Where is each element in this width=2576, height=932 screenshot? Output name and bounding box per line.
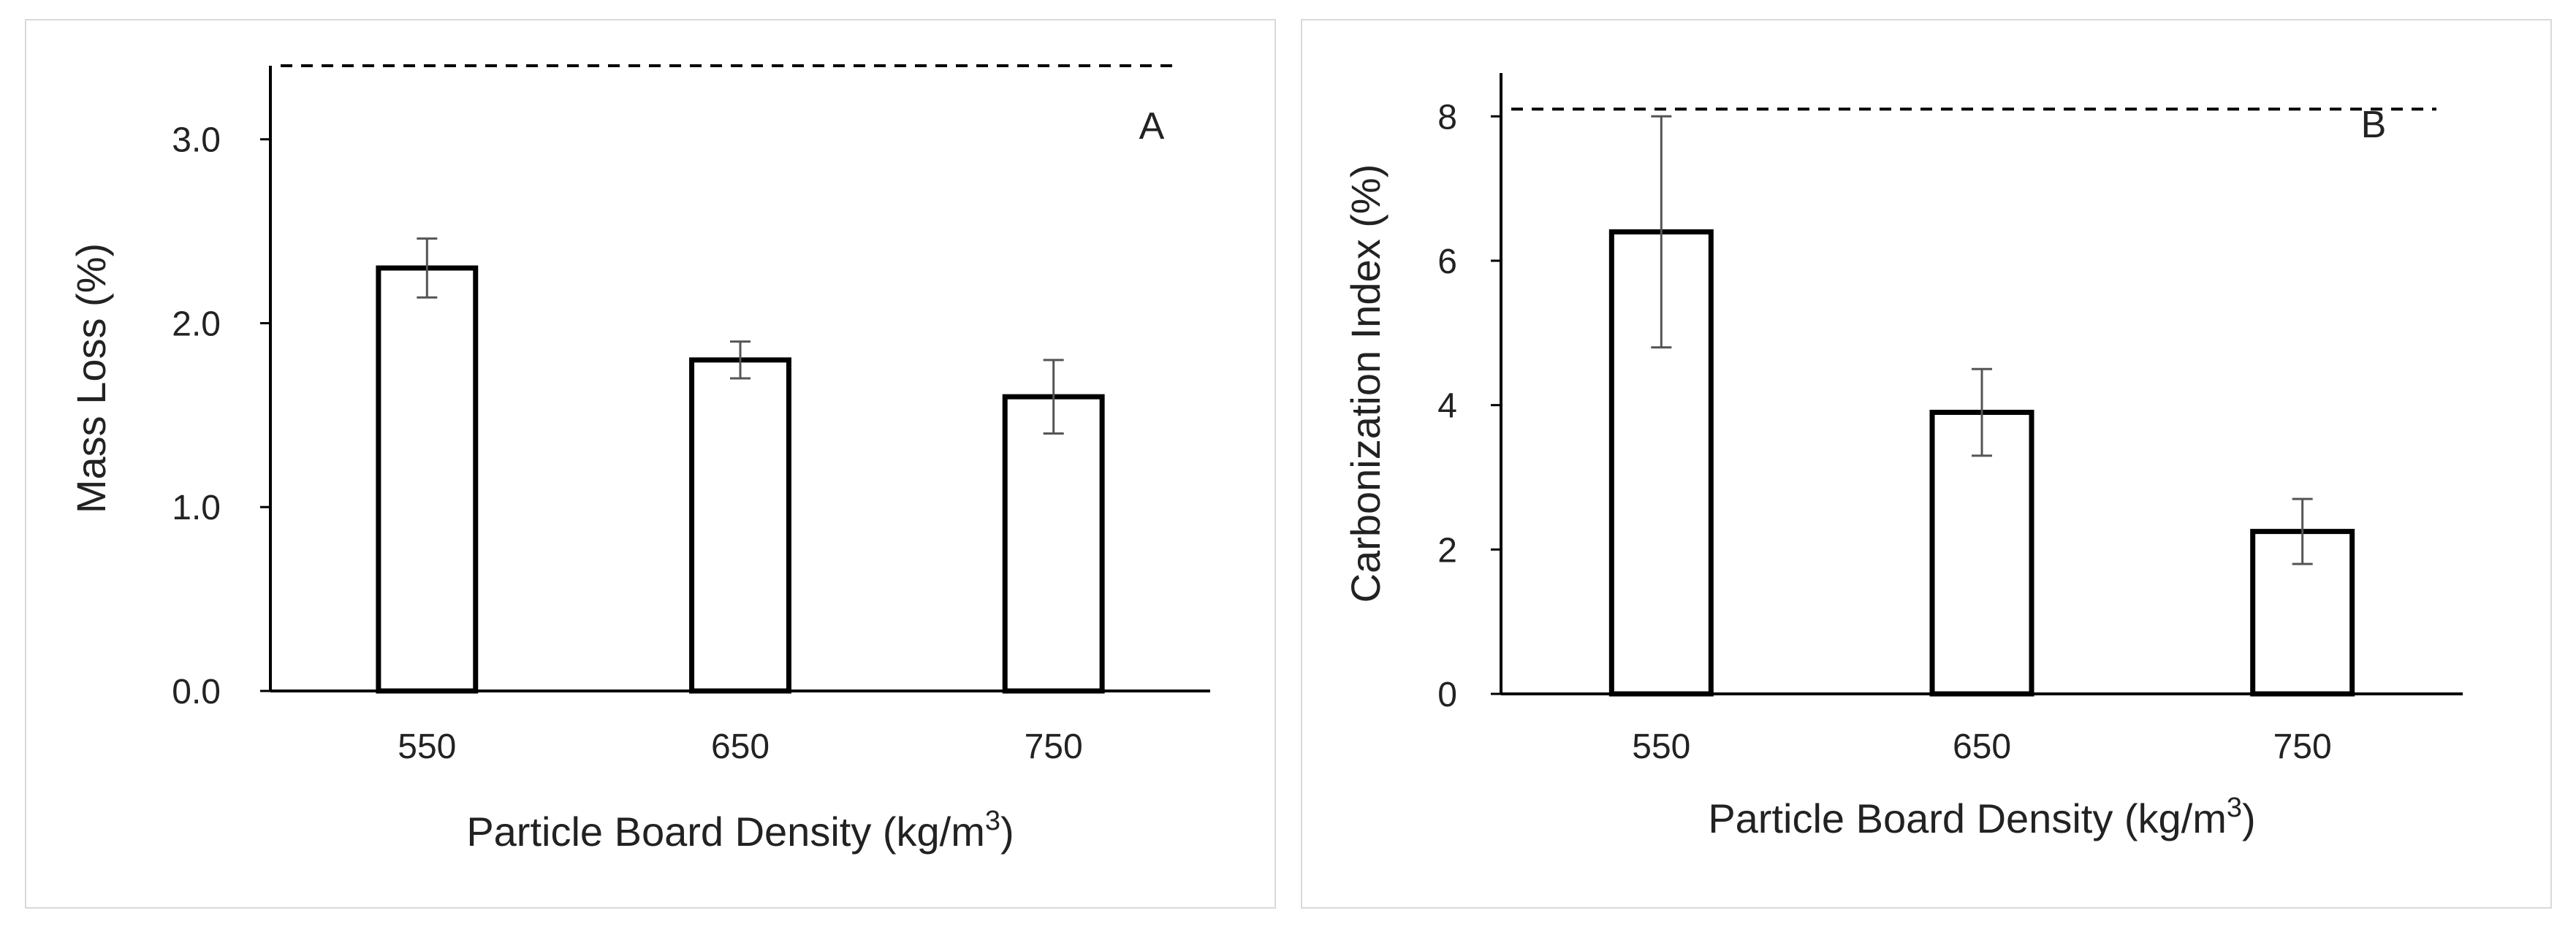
mass-loss-chart: 0.0 1.0 2.0 3.0 550 650 750 A Mass Loss (%) Parti… <box>68 64 1210 855</box>
y-tick-label: 1.0 <box>172 489 221 527</box>
y-tick-label: 8 <box>1437 98 1457 137</box>
x-axis-title-end: ) <box>1000 809 1014 855</box>
bar-650 <box>1929 410 2034 697</box>
chart-panel-a: 0.0 1.0 2.0 3.0 550 650 750 A Mass Loss (%) Parti… <box>25 19 1276 909</box>
x-tick-label: 750 <box>2273 727 2332 766</box>
x-axis-title: Particle Board Density (kg/m3) <box>1708 792 2255 841</box>
x-axis-title-superscript: 3 <box>985 806 1000 836</box>
bar-750 <box>1002 394 1105 694</box>
bar-650 <box>689 357 791 694</box>
y-tick-label: 4 <box>1437 387 1457 426</box>
panel-label: A <box>1139 105 1165 148</box>
y-axis-title: Carbonization Index (%) <box>1342 164 1388 603</box>
x-axis-title-superscript: 3 <box>2227 792 2242 823</box>
bar-550 <box>376 265 479 694</box>
x-tick-label: 550 <box>398 727 456 766</box>
x-tick-label: 650 <box>1953 727 2011 766</box>
y-axis-title: Mass Loss (%) <box>68 243 114 513</box>
y-tick-label: 0.0 <box>172 673 221 711</box>
chart-panel-b: 0 2 4 6 8 550 650 750 B Carbonization Index (%) Pa… <box>1301 19 2552 909</box>
x-tick-label: 650 <box>711 727 770 766</box>
x-tick-label: 550 <box>1632 727 1690 766</box>
bar-550 <box>1608 229 1714 697</box>
y-tick-label: 6 <box>1437 242 1457 281</box>
x-tick-label: 750 <box>1025 727 1083 766</box>
y-tick-label: 2 <box>1437 531 1457 570</box>
x-axis-title-end: ) <box>2242 795 2256 841</box>
y-tick-label: 0 <box>1437 676 1457 714</box>
panel-label: B <box>2361 104 2387 146</box>
carbonization-index-chart: 0 2 4 6 8 550 650 750 B Carbonization Index (%) Pa… <box>1342 73 2463 841</box>
y-tick-label: 3.0 <box>172 121 221 160</box>
x-axis-title-main: Particle Board Density (kg/m <box>466 809 985 855</box>
x-axis-title-main: Particle Board Density (kg/m <box>1708 795 2227 841</box>
x-axis-title: Particle Board Density (kg/m3) <box>466 806 1014 855</box>
bar-750 <box>2250 529 2355 697</box>
y-tick-label: 2.0 <box>172 305 221 343</box>
